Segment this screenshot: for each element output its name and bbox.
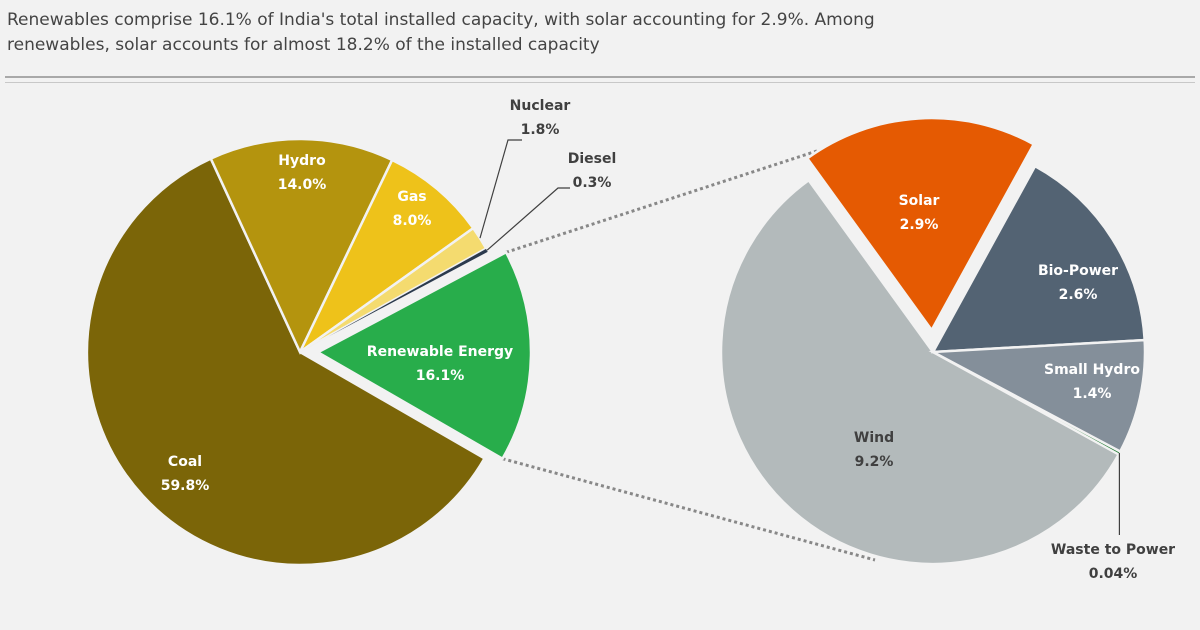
label-name: Diesel — [568, 151, 617, 167]
chart-subtitle: Renewables comprise 16.1% of India's tot… — [7, 8, 1187, 58]
label-value: 0.04% — [1089, 566, 1138, 582]
connector-bottom — [502, 457, 876, 562]
label-name: Solar — [899, 193, 940, 209]
data-labels: Renewable Energy 16.1% Coal 59.8% Hydro 14.0%… — [161, 98, 1175, 582]
label-name: Bio-Power — [1038, 263, 1118, 279]
data-label-hydro: Hydro 14.0% — [278, 153, 327, 193]
label-value: 16.1% — [416, 368, 465, 384]
pie-slice-renewable-energy — [315, 250, 533, 461]
label-name: Small Hydro — [1044, 362, 1140, 378]
connector-top — [505, 148, 821, 254]
pie-slice-hydro — [209, 137, 394, 355]
label-value: 9.2% — [855, 454, 894, 470]
data-label-coal: Coal 59.8% — [161, 454, 210, 494]
label-name: Coal — [168, 454, 202, 470]
label-value: 0.3% — [573, 175, 612, 191]
label-value: 1.8% — [521, 122, 560, 138]
label-name: Gas — [397, 189, 426, 205]
label-name: Renewable Energy — [367, 344, 513, 360]
label-name: Wind — [854, 430, 894, 446]
label-name: Waste to Power — [1051, 542, 1175, 558]
pie-slice-small-hydro — [928, 338, 1147, 454]
pie-slice-coal — [85, 156, 487, 567]
data-label-renewable-energy: Renewable Energy 16.1% — [367, 344, 513, 384]
subtitle-line-2: renewables, solar accounts for almost 18… — [7, 35, 600, 55]
data-label-wind: Wind 9.2% — [854, 430, 894, 470]
data-label-bio-power: Bio-Power 2.6% — [1038, 263, 1118, 303]
data-label-small-hydro: Small Hydro 1.4% — [1044, 362, 1140, 402]
subtitle-line-1: Renewables comprise 16.1% of India's tot… — [7, 10, 875, 30]
label-name: Hydro — [278, 153, 326, 169]
label-value: 8.0% — [393, 213, 432, 229]
pie-slice-wind — [719, 178, 1121, 566]
label-value: 1.4% — [1073, 386, 1112, 402]
pie-slice-gas — [298, 158, 476, 354]
connector-lines — [502, 148, 876, 562]
label-name: Nuclear — [510, 98, 571, 114]
pie-slice-solar — [805, 116, 1036, 333]
data-label-diesel: Diesel 0.3% — [568, 151, 617, 191]
header-divider — [5, 76, 1195, 83]
leader-nuclear — [479, 139, 522, 239]
label-value: 59.8% — [161, 478, 210, 494]
data-label-waste-to-power: Waste to Power 0.04% — [1051, 542, 1175, 582]
label-value: 14.0% — [278, 177, 327, 193]
data-label-nuclear: Nuclear 1.8% — [510, 98, 571, 138]
pie-slice-bio-power — [930, 164, 1146, 354]
data-label-gas: Gas 8.0% — [393, 189, 432, 229]
leader-diesel — [486, 187, 570, 251]
data-label-solar: Solar 2.9% — [899, 193, 940, 233]
label-value: 2.9% — [900, 217, 939, 233]
label-value: 2.6% — [1059, 287, 1098, 303]
renewables-pie — [719, 116, 1147, 566]
leader-lines — [479, 139, 1121, 535]
pie-slice-diesel — [299, 248, 489, 353]
main-pie — [85, 137, 533, 567]
